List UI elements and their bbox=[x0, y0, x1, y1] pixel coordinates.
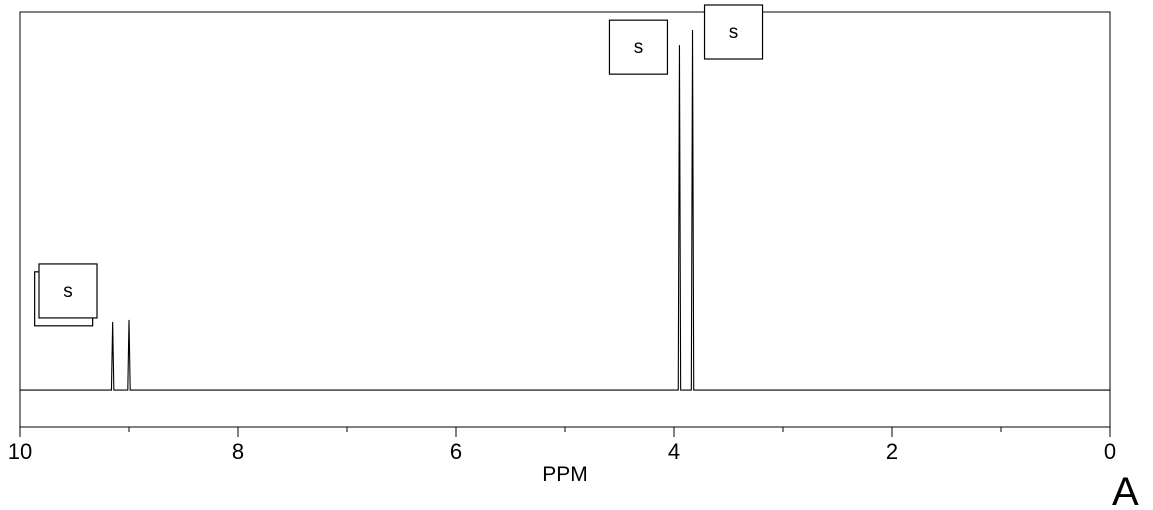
x-axis-tick-labels: 10 8 6 4 2 0 bbox=[8, 439, 1116, 464]
x-tick-label: 10 bbox=[8, 439, 32, 464]
plot-frame bbox=[19, 11, 1111, 428]
panel-label: A bbox=[1112, 470, 1139, 510]
x-tick-label: 4 bbox=[668, 439, 680, 464]
x-tick-label: 6 bbox=[450, 439, 462, 464]
x-tick-label: 0 bbox=[1104, 439, 1116, 464]
peak-multiplicity-box: s bbox=[608, 19, 669, 75]
x-tick-label: 2 bbox=[886, 439, 898, 464]
peak-label-frame bbox=[703, 4, 764, 60]
peak-label-frame bbox=[38, 263, 98, 319]
peak-label-frame bbox=[608, 19, 669, 75]
peak-multiplicity-box: s bbox=[703, 4, 764, 60]
spectrum-trace bbox=[20, 29, 1110, 391]
peak-multiplicity-label: s bbox=[634, 37, 644, 58]
x-axis-ticks bbox=[19, 427, 1111, 437]
peak-multiplicity-label: s bbox=[63, 281, 73, 302]
x-tick-label: 8 bbox=[232, 439, 244, 464]
peak-annotations: ssss bbox=[34, 4, 764, 327]
peak-multiplicity-box: s bbox=[38, 263, 98, 319]
x-axis-title: PPM bbox=[542, 463, 588, 486]
peak-multiplicity-label: s bbox=[729, 22, 739, 43]
